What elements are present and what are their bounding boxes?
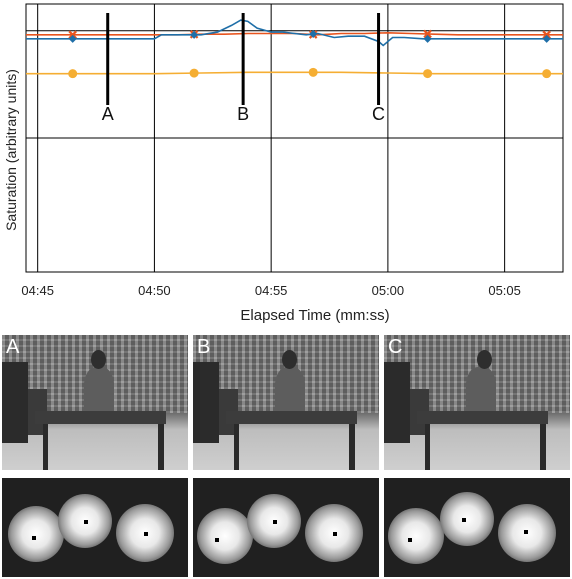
- x-tick-label: 04:45: [21, 283, 54, 298]
- series-line-0: [26, 31, 563, 36]
- x-tick-labels: 04:45 04:50 04:55 05:00 05:05: [21, 283, 521, 298]
- thermal-frame-b: [193, 478, 379, 577]
- circle-marker: [423, 69, 433, 79]
- x-tick-label: 04:55: [255, 283, 288, 298]
- thermal-frame-a: [2, 478, 188, 577]
- x-tick-label: 05:00: [372, 283, 405, 298]
- video-frame-a: A: [2, 335, 188, 470]
- circle-marker: [68, 69, 78, 79]
- annotation-label-b: B: [237, 104, 249, 124]
- diamond-marker: [542, 34, 551, 43]
- x-marker: [423, 29, 432, 39]
- x-axis-label: Elapsed Time (mm:ss): [240, 307, 389, 324]
- thermal-frame-c: [384, 478, 570, 577]
- diamond-marker: [309, 30, 318, 39]
- annotation-label-a: A: [102, 104, 114, 124]
- annotation-layer: A B C: [102, 13, 385, 124]
- video-frame-b: B: [193, 335, 379, 470]
- circle-marker: [189, 68, 199, 78]
- x-tick-label: 05:05: [488, 283, 521, 298]
- saturation-chart: A B C 04:45 04:50 04:55 05:00 05:05 Elapsed Ti…: [3, 3, 564, 324]
- panel-label-b: B: [197, 336, 211, 358]
- panel-label-c: C: [388, 336, 403, 358]
- y-axis-label: Saturation (arbitrary units): [3, 69, 19, 231]
- x-marker: [542, 30, 551, 40]
- annotation-label-c: C: [372, 104, 385, 124]
- gridlines: [25, 3, 564, 273]
- x-tick-label: 04:50: [138, 283, 171, 298]
- markers-layer: [68, 29, 552, 79]
- video-frame-c: C: [384, 335, 570, 470]
- diamond-marker: [190, 30, 199, 39]
- series-line-1: [26, 19, 563, 47]
- panel-label-a: A: [6, 336, 20, 358]
- diamond-marker: [423, 34, 432, 43]
- circle-marker: [542, 69, 552, 79]
- circle-marker: [308, 67, 318, 77]
- x-marker: [68, 30, 77, 40]
- diamond-marker: [68, 34, 77, 43]
